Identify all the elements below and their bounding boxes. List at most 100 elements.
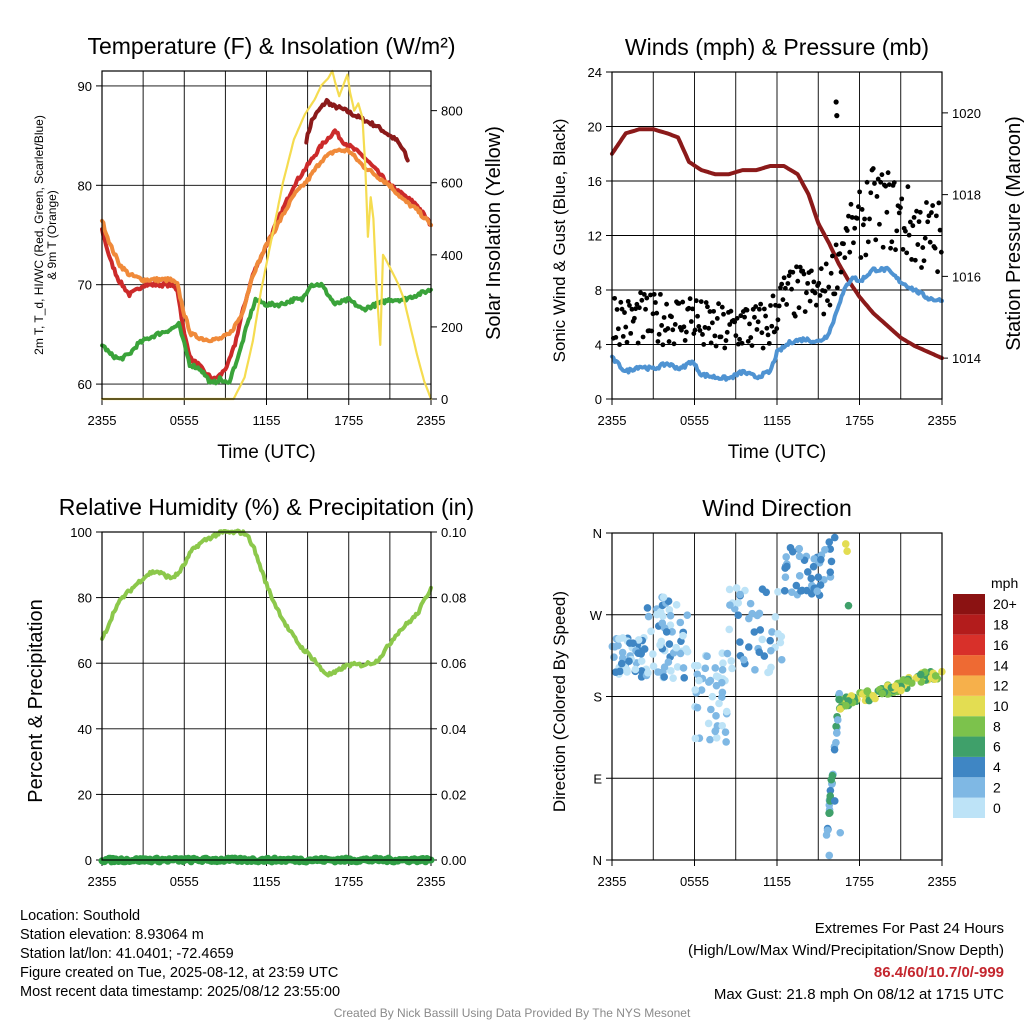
x-tick-label: 1155 [763,413,791,428]
gust-point [879,172,885,178]
plot-frame [611,532,943,861]
gust-point [774,326,780,331]
extremes-subtitle: (High/Low/Max Wind/Precipitation/Snow De… [688,942,1004,959]
y-tick-label: 0 [85,853,92,868]
direction-point [807,574,816,583]
gust-point [813,302,819,308]
x-tick-label: 2355 [88,413,117,428]
direction-point [755,609,764,618]
gust-point [914,208,919,214]
direction-point [758,635,767,644]
gust-point [640,334,646,340]
gust-point [672,321,678,327]
colorbar-label: 16 [993,637,1009,653]
direction-point [693,670,702,679]
gust-point [911,214,917,220]
gust-point [703,300,709,305]
gust-point [722,345,728,351]
gust-point [833,242,839,248]
gust-point [709,320,715,326]
direction-point [649,650,657,658]
gust-point [661,315,667,320]
gust-point [623,324,629,330]
gust-point [619,306,625,312]
gust-point [885,170,891,176]
direction-point [832,738,840,747]
direction-point [767,646,775,655]
direction-point [723,649,732,658]
direction-point [614,641,622,650]
gust-point [808,268,814,274]
direction-point [835,689,844,698]
direction-point [836,705,845,713]
colorbar-label: 10 [993,698,1009,714]
colorbar-swatch [953,777,985,798]
gust-point [697,328,703,333]
y-tick-label: 60 [78,656,92,671]
gust-point [706,325,712,331]
direction-point [825,851,834,860]
gust-point [635,340,641,346]
gust-point [665,326,671,331]
y2-tick-label: 800 [441,104,463,119]
panel-temp: 60 70 80 90 0 200 400 600 800 2355 0555 1155 1755 235… [32,33,505,463]
gust-point [765,332,771,338]
direction-point [665,640,674,648]
gust-point [899,196,905,202]
gust-point [893,247,898,253]
direction-point [809,562,818,571]
colorbar-swatch [953,655,985,676]
gust-point [644,295,650,301]
gust-point [698,299,704,304]
colorbar-label: 0 [993,800,1001,816]
series-line-1 [98,854,435,866]
gust-point [826,284,832,290]
direction-point [740,655,748,664]
direction-point [706,676,715,685]
gust-point [938,249,944,255]
gust-point [818,266,824,272]
direction-point [725,625,734,634]
direction-point [701,664,710,673]
gust-point [617,342,622,347]
direction-point [734,611,743,619]
direction-point [653,610,661,619]
direction-point [728,664,736,673]
gust-point [877,221,882,227]
gust-point [849,215,855,220]
direction-point [916,670,925,679]
extremes-title: Extremes For Past 24 Hours [814,920,1004,937]
gust-point [651,291,657,297]
gust-point [659,323,665,328]
direction-point [660,673,668,681]
direction-point [907,679,916,687]
direction-point [768,628,776,636]
y-tick-label: 20 [78,787,92,802]
gust-point [681,324,687,330]
gust-point [851,240,856,246]
y-axis-label: & 9m T (Orange) [45,190,59,280]
gust-point [636,305,642,311]
direction-point [718,688,727,697]
direction-point [669,674,677,682]
gust-point [834,113,840,119]
chart-title: Wind Direction [702,495,852,521]
y-tick-label: E [593,771,602,786]
gust-point [922,235,928,241]
x-axis-label: Time (UTC) [728,442,827,463]
direction-point [676,649,685,658]
colorbar-label: 8 [993,718,1001,734]
gust-point [745,338,751,344]
direction-point [725,585,734,594]
gust-point [768,303,773,308]
gust-point [834,285,840,291]
gust-point [807,298,813,304]
gust-point [696,324,702,329]
gust-point [903,228,908,234]
gust-point [805,280,811,286]
direction-point [637,657,646,665]
gust-point [766,340,772,346]
gust-point [695,313,700,319]
direction-point [781,573,790,581]
gust-point [620,333,626,339]
